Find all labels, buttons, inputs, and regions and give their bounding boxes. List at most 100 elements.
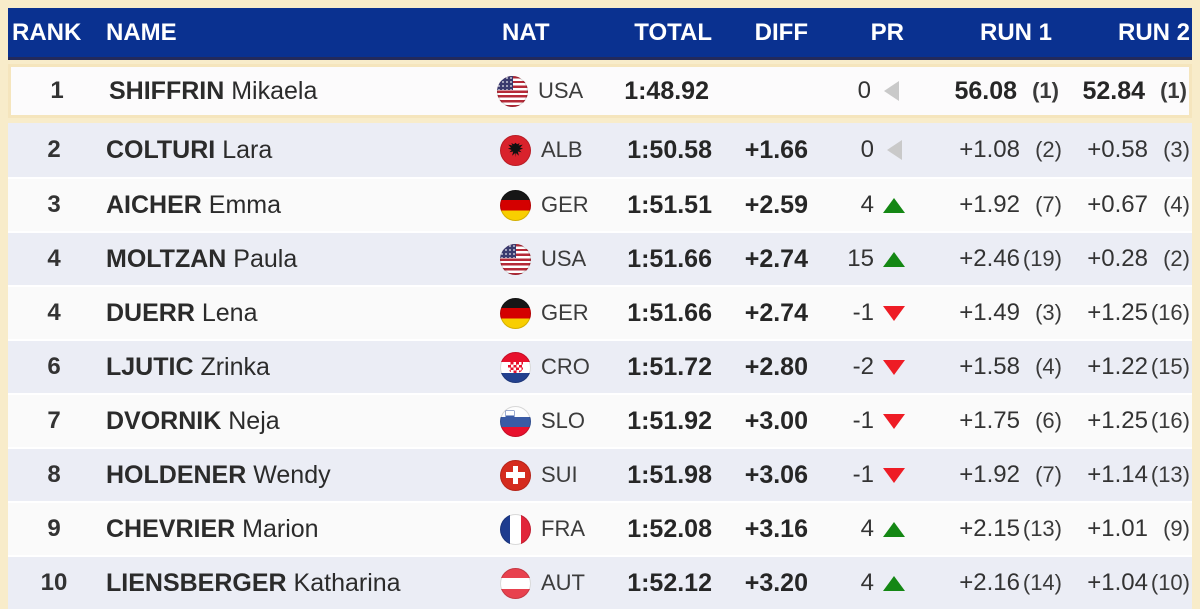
run1-rank: (13) [1022,516,1062,541]
pr-value: -1 [852,299,874,326]
athlete-name: DUERR Lena [100,299,488,328]
pr-value: -2 [852,353,874,380]
result-row[interactable]: 1 SHIFFRIN Mikaela USA 1:48.92 0 56.08 (1) 52.8… [8,64,1192,118]
result-row[interactable]: 10 LIENSBERGER Katharina AUT 1:52.12 +3.20 4 +… [8,555,1192,609]
nation-cell: FRA [488,513,608,545]
athlete-firstname: Emma [201,190,282,219]
run1-rank: (4) [1035,354,1062,379]
diff-time: +1.66 [744,135,808,164]
athlete-name: COLTURI Lara [100,136,488,165]
total-time: 1:51.72 [627,352,712,381]
result-row[interactable]: 4 DUERR Lena GER 1:51.66 +2.74 -1 +1.49 (3) +1.2… [8,285,1192,339]
pr-value: -1 [852,407,874,434]
run1-rank: (7) [1035,462,1062,487]
pr-trend-cell [878,359,910,375]
run1-rank: (6) [1035,408,1062,433]
total-time: 1:52.12 [627,568,712,597]
pr-down-icon [883,413,905,429]
pr-down-icon [883,359,905,375]
run2-rank: (2) [1163,246,1190,271]
run1-time: 56.08 [954,76,1017,105]
run2-rank: (4) [1163,192,1190,217]
athlete-firstname: Wendy [246,460,331,489]
result-row[interactable]: 2 COLTURI Lara ALB 1:50.58 +1.66 0 +1.08 (2) +0.… [8,123,1192,177]
pr-value: 15 [847,245,874,272]
rank-cell: 1 [50,77,64,104]
pr-trend-cell [878,197,910,213]
total-time: 1:51.66 [627,244,712,273]
athlete-name: DVORNIK Neja [100,407,488,436]
athlete-firstname: Marion [235,514,319,543]
run1-time: +1.92 [959,461,1020,488]
diff-time: +2.74 [744,244,808,273]
diff-time: +3.00 [744,406,808,435]
result-row[interactable]: 9 CHEVRIER Marion FRA 1:52.08 +3.16 4 +2.15 (13… [8,501,1192,555]
nation-code: GER [541,300,589,325]
run2-rank: (1) [1160,78,1187,103]
result-row[interactable]: 3 AICHER Emma GER 1:51.51 +2.59 4 +1.92 (7) +0.6… [8,177,1192,231]
pr-trend-cell [878,251,910,267]
rank-cell: 7 [47,407,61,434]
rank-cell: 4 [47,245,61,272]
pr-down-icon [883,305,905,321]
run1-time: +2.15 [959,515,1020,542]
nation-cell: SUI [488,459,608,491]
run1-time: +2.46 [959,245,1020,272]
nation-code: CRO [541,354,590,379]
athlete-surname: DVORNIK [106,406,222,435]
nation-cell: SLO [488,405,608,437]
athlete-surname: LJUTIC [106,352,194,381]
run1-rank: (14) [1022,570,1062,595]
pr-same-icon [886,140,902,160]
rank-cell: 2 [47,136,61,163]
pr-value: -1 [852,461,874,488]
flag-usa-icon [497,75,528,107]
flag-cro-icon [500,351,531,383]
rank-cell: 4 [47,299,61,326]
flag-aut-icon [500,567,531,599]
rank-cell: 8 [47,461,61,488]
total-time: 1:51.51 [627,190,712,219]
run2-rank: (16) [1150,408,1190,433]
run1-rank: (3) [1035,300,1062,325]
run1-time: +1.08 [959,136,1020,163]
nation-code: GER [541,192,589,217]
pr-trend-cell [878,140,910,160]
run1-rank: (2) [1035,137,1062,162]
rank-cell: 9 [47,515,61,542]
athlete-surname: LIENSBERGER [106,568,287,597]
athlete-name: SHIFFRIN Mikaela [103,77,485,106]
total-time: 1:51.66 [627,298,712,327]
run2-rank: (13) [1150,462,1190,487]
run2-rank: (16) [1150,300,1190,325]
flag-ger-icon [500,297,531,329]
nation-code: SUI [541,462,578,487]
flag-slo-icon [500,405,531,437]
nation-code: AUT [541,570,585,595]
athlete-firstname: Katharina [286,568,401,597]
nation-cell: GER [488,189,608,221]
header-total: TOTAL [634,18,712,46]
result-row[interactable]: 8 HOLDENER Wendy SUI 1:51.98 +3.06 -1 +1.92 (7)… [8,447,1192,501]
run2-time: +0.28 [1087,245,1148,272]
athlete-firstname: Zrinka [193,352,270,381]
result-row[interactable]: 4 MOLTZAN Paula USA 1:51.66 +2.74 15 +2.46 (19)… [8,231,1192,285]
run1-time: +1.49 [959,299,1020,326]
run1-rank: (19) [1022,246,1062,271]
pr-up-icon [883,197,905,213]
header-nat: NAT [502,18,550,46]
athlete-surname: HOLDENER [106,460,247,489]
rank-cell: 3 [47,191,61,218]
flag-alb-icon [500,134,531,166]
run2-time: 52.84 [1082,76,1145,105]
run2-time: +0.67 [1087,191,1148,218]
total-time: 1:51.98 [627,460,712,489]
result-row[interactable]: 7 DVORNIK Neja SLO 1:51.92 +3.00 -1 +1.75 (6) +1… [8,393,1192,447]
rank-cell: 10 [40,569,68,596]
diff-time: +3.20 [744,568,808,597]
rank-cell: 6 [47,353,61,380]
nation-cell: CRO [488,351,608,383]
nation-code: ALB [541,137,583,162]
result-row[interactable]: 6 LJUTIC Zrinka CRO 1:51.72 +2.80 -2 +1.58 (4) +… [8,339,1192,393]
